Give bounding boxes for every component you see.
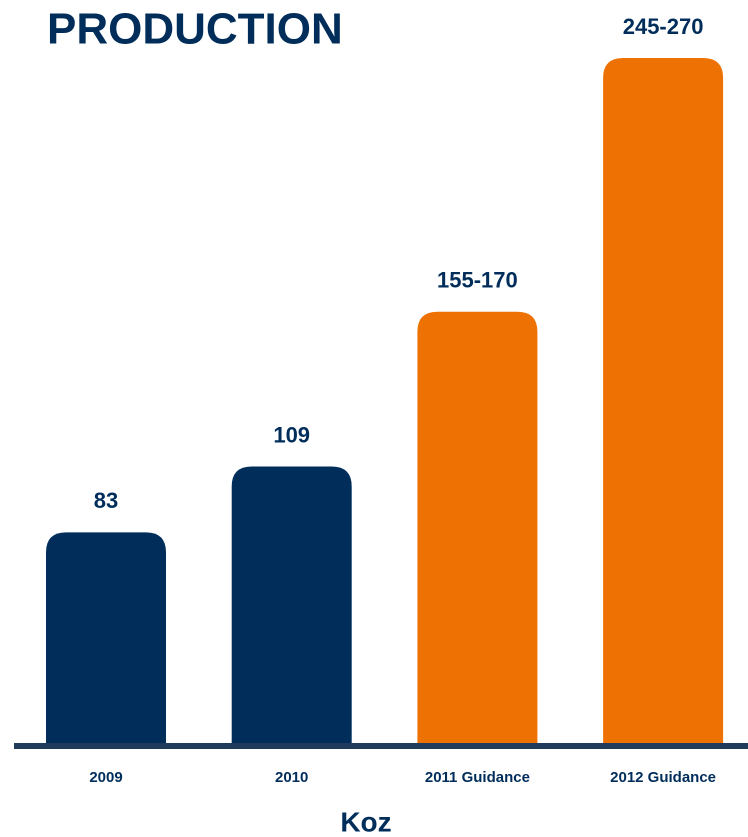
- value-label: 83: [94, 488, 118, 513]
- x-tick-label: 2012 Guidance: [610, 769, 716, 786]
- bar: [231, 466, 352, 743]
- bar: [46, 532, 166, 743]
- x-tick-label: 2011 Guidance: [425, 769, 530, 786]
- x-tick-label: 2009: [89, 769, 122, 786]
- x-axis-label: Koz: [340, 806, 391, 837]
- bar: [603, 58, 724, 743]
- x-tick-label: 2010: [275, 769, 308, 786]
- value-label: 245-270: [623, 14, 704, 39]
- bar: [417, 311, 538, 743]
- value-label: 109: [273, 422, 310, 447]
- value-label: 155-170: [437, 268, 518, 293]
- chart-title: PRODUCTION: [47, 5, 343, 54]
